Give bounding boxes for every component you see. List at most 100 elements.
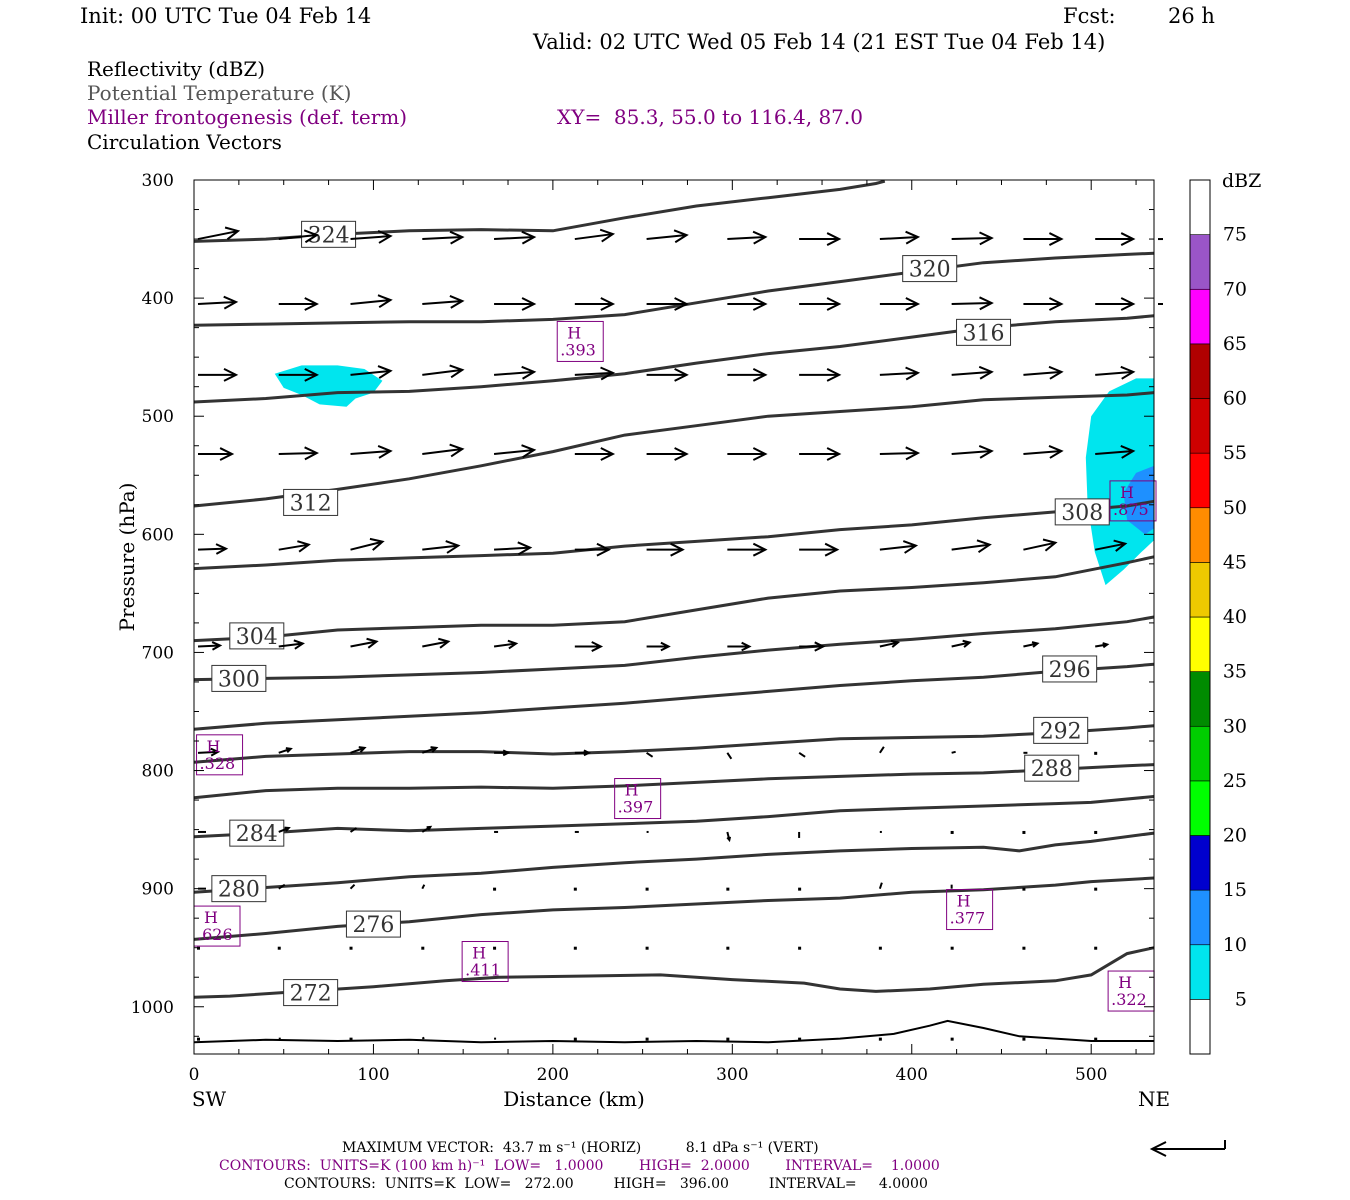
theta-contour-line xyxy=(193,615,1155,682)
vector-shaft xyxy=(879,641,899,648)
contours-theta-note: CONTOURS: UNITS=K LOW= 272.00 HIGH= 396.… xyxy=(284,1176,928,1192)
vector-shaft xyxy=(951,237,992,241)
colorbar-segment xyxy=(1189,179,1211,235)
vector-dot xyxy=(349,1037,353,1041)
vector-dot xyxy=(950,946,954,950)
vector-head xyxy=(521,230,537,245)
theta-contour-line xyxy=(193,314,1155,404)
theta-label-box xyxy=(1042,655,1098,683)
reflectivity-region xyxy=(274,365,383,407)
vector-head xyxy=(521,444,537,459)
axes: 300 400 500 600 700 800 900 1000 0 100 200 300 400 50… xyxy=(115,171,1170,1111)
colorbar-segment xyxy=(1189,452,1211,509)
theta-contour-line xyxy=(193,795,1155,839)
vector-shaft xyxy=(278,642,303,648)
theta-contour-label: 316 xyxy=(963,321,1005,346)
colorbar-segment xyxy=(1189,288,1211,345)
theta-label-box xyxy=(211,875,267,903)
vector-head xyxy=(1048,297,1064,311)
vector-dot xyxy=(798,1037,802,1041)
vector-head xyxy=(741,641,752,652)
x-axis-label: Distance (km) xyxy=(503,1087,645,1111)
vector-head xyxy=(752,367,768,382)
vector-shaft xyxy=(278,883,286,890)
legend-reflectivity: Reflectivity (dBZ) xyxy=(87,57,266,81)
theta-contour-line xyxy=(193,724,1155,764)
vector-head xyxy=(507,639,519,650)
vector-shaft xyxy=(878,882,883,889)
vector-head xyxy=(1031,641,1040,648)
vector-head xyxy=(377,230,393,244)
vector-head xyxy=(962,639,972,648)
vector-head xyxy=(890,639,901,648)
theta-contour-label: 320 xyxy=(909,258,951,283)
theta-label-box xyxy=(345,910,401,938)
vector-shaft xyxy=(494,546,531,551)
vector-head xyxy=(978,444,994,459)
frontogenesis-high-value: .875 xyxy=(1113,500,1149,519)
vector-head xyxy=(1102,642,1110,649)
vector-shaft xyxy=(197,547,227,551)
y-axis-label: Pressure (hPa) xyxy=(115,483,139,632)
colorbar-segment xyxy=(1189,999,1211,1055)
vector-head xyxy=(826,447,842,461)
theta-contour-line xyxy=(193,251,1155,327)
vector-head xyxy=(905,446,921,461)
vector-dot xyxy=(726,946,730,950)
vector-head xyxy=(210,747,221,757)
colorbar-segment xyxy=(1189,398,1211,454)
vector-shaft xyxy=(1095,450,1134,456)
colorbar-label: 20 xyxy=(1223,825,1247,847)
vector-dot xyxy=(645,1037,649,1041)
theta-contour-line xyxy=(193,946,1155,999)
y-tick-label: 500 xyxy=(142,407,174,427)
vector-head xyxy=(377,365,393,379)
vector-dot xyxy=(1094,1037,1098,1041)
x-tick-label: 300 xyxy=(716,1065,748,1085)
colorbar-label: 65 xyxy=(1223,333,1247,355)
vector-head xyxy=(304,446,319,461)
theta-contour-label: 280 xyxy=(218,878,260,903)
theta-contour-line xyxy=(193,662,1155,731)
frontogenesis-high-label: H xyxy=(567,323,581,342)
vector-dot xyxy=(277,946,281,950)
theta-label-box xyxy=(301,220,357,248)
colorbar-segment xyxy=(1189,562,1211,618)
colorbar-label: 40 xyxy=(1223,606,1247,628)
theta-label-box xyxy=(1054,498,1110,526)
theta-contour-label: 276 xyxy=(352,913,394,938)
vector-shaft xyxy=(197,644,221,648)
theta-contour-line xyxy=(193,499,1155,571)
vector-head xyxy=(673,229,689,244)
frontogenesis-high-box xyxy=(1109,480,1157,522)
vector-dot xyxy=(645,887,649,891)
frontogenesis-high-box xyxy=(946,889,994,931)
colorbar-segment xyxy=(1189,507,1211,563)
vector-head xyxy=(674,367,689,382)
vector-shaft xyxy=(197,750,219,754)
vector-head xyxy=(752,447,768,461)
vector-shaft xyxy=(350,640,377,648)
colorbar-label: 30 xyxy=(1223,715,1247,737)
theta-contour-label: 300 xyxy=(218,667,260,692)
vector-head xyxy=(1120,297,1136,311)
theta-contour-line xyxy=(193,831,1155,894)
vector-head xyxy=(1048,232,1064,246)
reflectivity-region xyxy=(1123,465,1154,535)
frontogenesis-high-label: H xyxy=(625,781,639,800)
vector-shaft xyxy=(350,369,391,376)
colorbar-segment xyxy=(1189,889,1211,946)
vector-head xyxy=(979,296,994,311)
reflectivity-layer xyxy=(274,365,1154,586)
vector-shaft xyxy=(951,641,970,648)
theta-contour-label: 284 xyxy=(236,822,278,847)
theta-contour-line xyxy=(193,763,1155,800)
vector-shaft xyxy=(278,543,309,551)
vector-dot xyxy=(1022,830,1026,834)
frontogenesis-high-box xyxy=(614,778,662,820)
vector-head xyxy=(752,230,768,245)
colorbar-segment xyxy=(1189,671,1211,727)
vector-head xyxy=(293,639,305,650)
vector-shaft xyxy=(422,544,459,551)
vector-shaft xyxy=(951,302,992,306)
